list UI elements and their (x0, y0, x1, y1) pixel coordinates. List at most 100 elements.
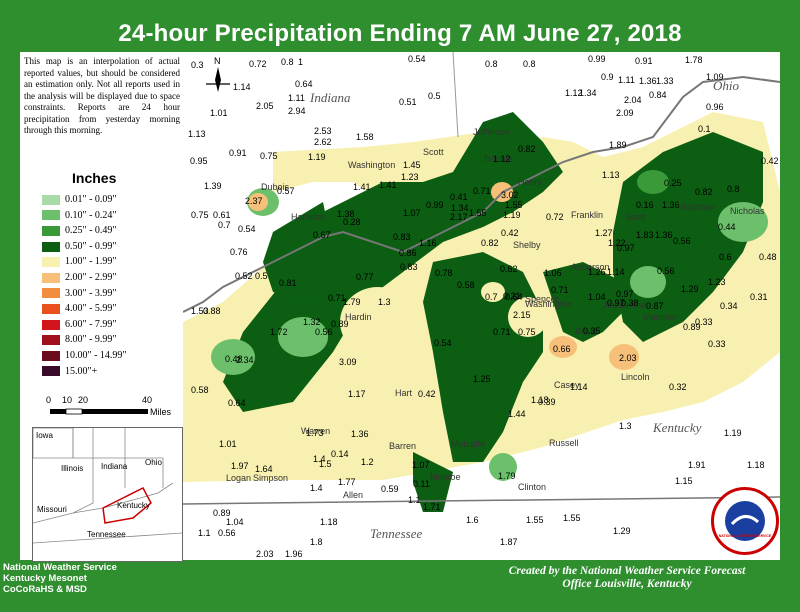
precip-value: 1.77 (338, 477, 356, 487)
precip-value: 0.89 (331, 319, 349, 329)
county-label: Casey (554, 380, 580, 390)
precip-value: 0.35 (583, 326, 601, 336)
precip-value: 1.3 (378, 297, 391, 307)
county-label: Henry (518, 177, 543, 187)
precip-value: 1.1 (408, 495, 421, 505)
precip-value: 1.14 (233, 82, 251, 92)
precip-value: 1.16 (419, 238, 437, 248)
precip-value: 1.64 (255, 464, 273, 474)
county-label: Scott (625, 212, 646, 222)
precip-value: 1.71 (423, 502, 441, 512)
legend-item: 10.00" - 14.99" (42, 350, 127, 362)
precip-value: 0.56 (315, 327, 333, 337)
legend-swatch (42, 241, 60, 252)
legend-label: 3.00" - 3.99" (65, 287, 117, 299)
precip-value: 0.58 (191, 385, 209, 395)
precip-value: 1.83 (636, 230, 654, 240)
precip-value: 0.58 (457, 280, 475, 290)
disclaimer-note: This map is an interpolation of actual r… (24, 56, 180, 135)
precip-value: 2.53 (314, 126, 332, 136)
precip-value: 0.97 (616, 289, 634, 299)
county-label: Spencer (525, 294, 559, 304)
precip-value: 1.41 (353, 182, 371, 192)
county-label: Anderson (571, 262, 610, 272)
state-label-indiana: Indiana (310, 90, 351, 105)
precip-value: 0.61 (213, 210, 231, 220)
precip-value: 0.72 (249, 59, 267, 69)
county-label: Lincoln (621, 372, 650, 382)
precipitation-map: Indiana Ohio Kentucky Tennessee Jefferso… (183, 52, 780, 560)
legend-item: 1.00" - 1.99" (42, 256, 117, 268)
legend-label: 6.00" - 7.99" (65, 318, 117, 330)
precip-value: 1.32 (303, 317, 321, 327)
county-label: Metcalfe (451, 439, 486, 449)
footer-source: CoCoRaHS & MSD (3, 584, 87, 595)
legend-label: 0.25" - 0.49" (65, 225, 117, 237)
precip-value: 1.04 (588, 292, 606, 302)
precip-value: 1.58 (356, 132, 374, 142)
precip-value: 0.82 (481, 238, 499, 248)
precip-value: 2.62 (314, 137, 332, 147)
precip-value: 1.73 (306, 428, 324, 438)
precip-value: 0.6 (719, 252, 732, 262)
county-label: Warren (301, 426, 331, 436)
precip-value: 2.15 (513, 310, 531, 320)
precip-value: 0.42 (418, 389, 436, 399)
precip-value: 3.02 (501, 190, 519, 200)
precip-value: 0.56 (673, 236, 691, 246)
precip-value: 1.36 (662, 200, 680, 210)
precip-value: 0.33 (708, 339, 726, 349)
precip-value: 1.91 (688, 460, 706, 470)
legend-swatch (42, 288, 60, 299)
precip-value: 0.97 (617, 243, 635, 253)
precip-value: 0.82 (518, 144, 536, 154)
inset-label: Ohio (145, 458, 162, 467)
scale-tick: 20 (78, 395, 89, 405)
precip-value: 1.2 (361, 457, 374, 467)
footer-credit-line: Office Louisville, Kentucky (562, 578, 692, 590)
precip-value: 0.8 (727, 184, 740, 194)
precip-value: 1.79 (343, 297, 361, 307)
precip-value: 1.14 (607, 267, 625, 277)
precip-value: 1.07 (412, 460, 430, 470)
legend-label: 15.00"+ (65, 365, 98, 377)
county-label: Franklin (571, 210, 604, 220)
precip-value: 0.8 (281, 57, 294, 67)
legend-item: 0.25" - 0.49" (42, 225, 117, 237)
precip-value: 0.48 (759, 252, 777, 262)
precip-value: 1.19 (503, 210, 521, 220)
precip-value: 1.27 (595, 228, 613, 238)
legend-item: 3.00" - 3.99" (42, 288, 117, 300)
county-label: Trimble (483, 154, 513, 164)
precip-value: 1.29 (613, 526, 631, 536)
precip-value: 1.45 (403, 160, 421, 170)
precip-value: 1.29 (681, 284, 699, 294)
precip-value: 1.12 (493, 154, 511, 164)
legend-label: 0.01" - 0.09" (65, 194, 117, 205)
precip-value: 0.32 (669, 382, 687, 392)
precip-value: 1.34 (579, 88, 597, 98)
precip-value: 1.23 (401, 172, 419, 182)
precip-value: 0.64 (228, 398, 246, 408)
precip-value: 0.5 (255, 271, 268, 281)
legend-item: 4.00" - 5.99" (42, 303, 117, 315)
precip-value: 0.42 (761, 156, 779, 166)
precip-value: 3.09 (339, 357, 357, 367)
precip-value: 1.26 (588, 267, 606, 277)
precip-value: 1.13 (188, 129, 206, 139)
scale-tick: 10 (62, 395, 73, 405)
north-label: N (214, 56, 221, 66)
precip-value: 0.99 (588, 54, 606, 64)
county-label: Logan (226, 473, 252, 483)
legend-label: 8.00" - 9.99" (65, 334, 117, 346)
footer-sources: National Weather Service Kentucky Mesone… (3, 562, 117, 595)
precip-value: 0.89 (683, 322, 701, 332)
legend-item: 2.00" - 2.99" (42, 272, 117, 284)
footer-credit-line: Created by the National Weather Service … (508, 565, 746, 577)
legend-item: 0.10" - 0.24" (42, 210, 117, 222)
precip-value: 0.67 (313, 230, 331, 240)
precip-value: 0.62 (500, 264, 518, 274)
legend-item: 15.00"+ (42, 366, 97, 378)
precip-value: 0.21 (503, 291, 521, 301)
precip-value: 0.71 (551, 285, 569, 295)
